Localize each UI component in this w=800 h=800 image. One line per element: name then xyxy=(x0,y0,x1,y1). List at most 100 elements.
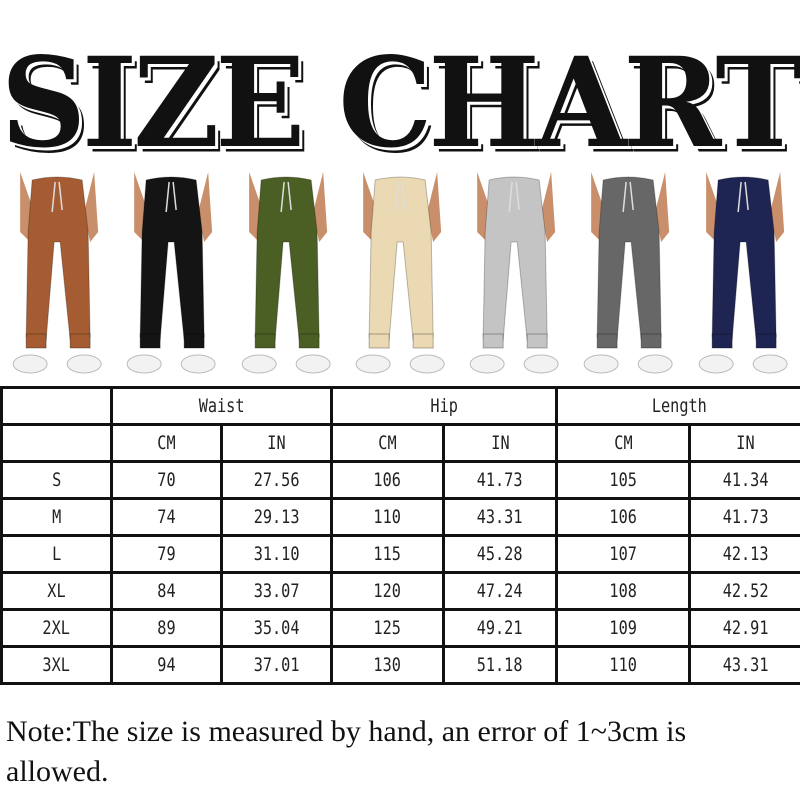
value-cell-text: 110 xyxy=(609,654,637,676)
table-row: M 74 29.13 110 43.31 106 41.73 xyxy=(0,497,800,537)
unit-header-text: CM xyxy=(378,432,397,454)
corner-cell xyxy=(0,423,113,463)
value-cell-text: 115 xyxy=(373,543,402,565)
group-header: Length xyxy=(555,386,800,426)
pants-illustration xyxy=(355,172,445,374)
size-cell-text: M xyxy=(51,506,62,528)
model-brown-pants xyxy=(0,172,114,384)
unit-header: IN xyxy=(219,423,334,463)
value-cell-text: 70 xyxy=(157,469,176,491)
unit-header: CM xyxy=(330,423,446,463)
group-header-text: Waist xyxy=(198,395,245,417)
value-cell: 41.73 xyxy=(688,497,800,537)
value-cell: 31.10 xyxy=(219,534,334,574)
measurement-note: Note:The size is measured by hand, an er… xyxy=(6,715,687,788)
value-cell-text: 42.52 xyxy=(722,580,769,602)
header-row: Waist Hip Length xyxy=(0,386,800,426)
value-cell-text: 29.13 xyxy=(253,506,300,528)
model-black-pants xyxy=(114,172,228,384)
value-cell: 120 xyxy=(330,571,446,611)
value-cell: 43.31 xyxy=(442,497,559,537)
value-cell: 84 xyxy=(110,571,223,611)
value-cell-text: 106 xyxy=(609,506,637,528)
unit-header: IN xyxy=(688,423,800,463)
model-navy-pants xyxy=(686,172,800,384)
size-cell-text: 3XL xyxy=(42,654,71,676)
unit-header: CM xyxy=(110,423,223,463)
value-cell: 41.73 xyxy=(442,460,559,500)
pants-illustration xyxy=(12,172,102,374)
value-cell-text: 84 xyxy=(157,580,176,602)
size-cell: 3XL xyxy=(0,645,113,685)
value-cell: 49.21 xyxy=(442,608,559,648)
pants-illustration xyxy=(698,172,788,374)
value-cell: 74 xyxy=(110,497,223,537)
table-row: XL 84 33.07 120 47.24 108 42.52 xyxy=(0,571,800,611)
value-cell: 79 xyxy=(110,534,223,574)
value-cell-text: 33.07 xyxy=(253,580,300,602)
size-cell: 2XL xyxy=(0,608,113,648)
model-cream-pants xyxy=(343,172,457,384)
unit-header: IN xyxy=(442,423,559,463)
size-chart-title: SIZE CHART xyxy=(0,29,800,176)
value-cell-text: 79 xyxy=(157,543,176,565)
value-cell-text: 27.56 xyxy=(253,469,300,491)
value-cell: 106 xyxy=(555,497,692,537)
table-row: S 70 27.56 106 41.73 105 41.34 xyxy=(0,460,800,500)
value-cell: 35.04 xyxy=(219,608,334,648)
value-cell-text: 110 xyxy=(373,506,402,528)
value-cell-text: 41.34 xyxy=(722,469,769,491)
value-cell: 42.13 xyxy=(688,534,800,574)
unit-header-text: CM xyxy=(157,432,176,454)
table-row: 3XL 94 37.01 130 51.18 110 43.31 xyxy=(0,645,800,685)
value-cell-text: 37.01 xyxy=(253,654,300,676)
unit-header-text: IN xyxy=(267,432,286,454)
value-cell: 109 xyxy=(555,608,692,648)
size-cell: M xyxy=(0,497,113,537)
value-cell-text: 49.21 xyxy=(477,617,523,639)
value-cell-text: 130 xyxy=(373,654,402,676)
value-cell: 110 xyxy=(330,497,446,537)
value-cell: 107 xyxy=(555,534,692,574)
value-cell: 125 xyxy=(330,608,446,648)
size-cell-text: 2XL xyxy=(42,617,71,639)
value-cell-text: 43.31 xyxy=(477,506,523,528)
unit-header-text: IN xyxy=(736,432,755,454)
value-cell: 33.07 xyxy=(219,571,334,611)
group-header-text: Hip xyxy=(430,395,458,417)
corner-cell xyxy=(0,386,113,426)
value-cell-text: 120 xyxy=(373,580,402,602)
size-cell: L xyxy=(0,534,113,574)
size-cell: S xyxy=(0,460,113,500)
value-cell: 110 xyxy=(555,645,692,685)
value-cell: 27.56 xyxy=(219,460,334,500)
value-cell-text: 94 xyxy=(157,654,176,676)
pants-illustration xyxy=(469,172,559,374)
value-cell-text: 105 xyxy=(609,469,637,491)
value-cell-text: 31.10 xyxy=(253,543,300,565)
value-cell: 45.28 xyxy=(442,534,559,574)
table-row: L 79 31.10 115 45.28 107 42.13 xyxy=(0,534,800,574)
value-cell-text: 43.31 xyxy=(722,654,769,676)
value-cell-text: 42.13 xyxy=(722,543,769,565)
model-light-gray-pants xyxy=(457,172,571,384)
group-header-text: Length xyxy=(651,395,707,417)
value-cell-text: 109 xyxy=(609,617,637,639)
value-cell: 42.52 xyxy=(688,571,800,611)
pants-color-models xyxy=(0,172,800,384)
value-cell: 108 xyxy=(555,571,692,611)
model-olive-pants xyxy=(229,172,343,384)
value-cell: 89 xyxy=(110,608,223,648)
value-cell: 42.91 xyxy=(688,608,800,648)
size-table: Waist Hip Length CM IN CM IN CM IN S 70 27.56 106 41.… xyxy=(0,386,800,685)
value-cell-text: 51.18 xyxy=(477,654,523,676)
pants-illustration xyxy=(126,172,216,374)
value-cell-text: 41.73 xyxy=(477,469,523,491)
value-cell-text: 47.24 xyxy=(477,580,523,602)
value-cell-text: 125 xyxy=(373,617,402,639)
value-cell: 70 xyxy=(110,460,223,500)
value-cell: 37.01 xyxy=(219,645,334,685)
unit-header: CM xyxy=(555,423,692,463)
size-cell-text: S xyxy=(51,469,62,491)
unit-header-text: CM xyxy=(613,432,633,454)
